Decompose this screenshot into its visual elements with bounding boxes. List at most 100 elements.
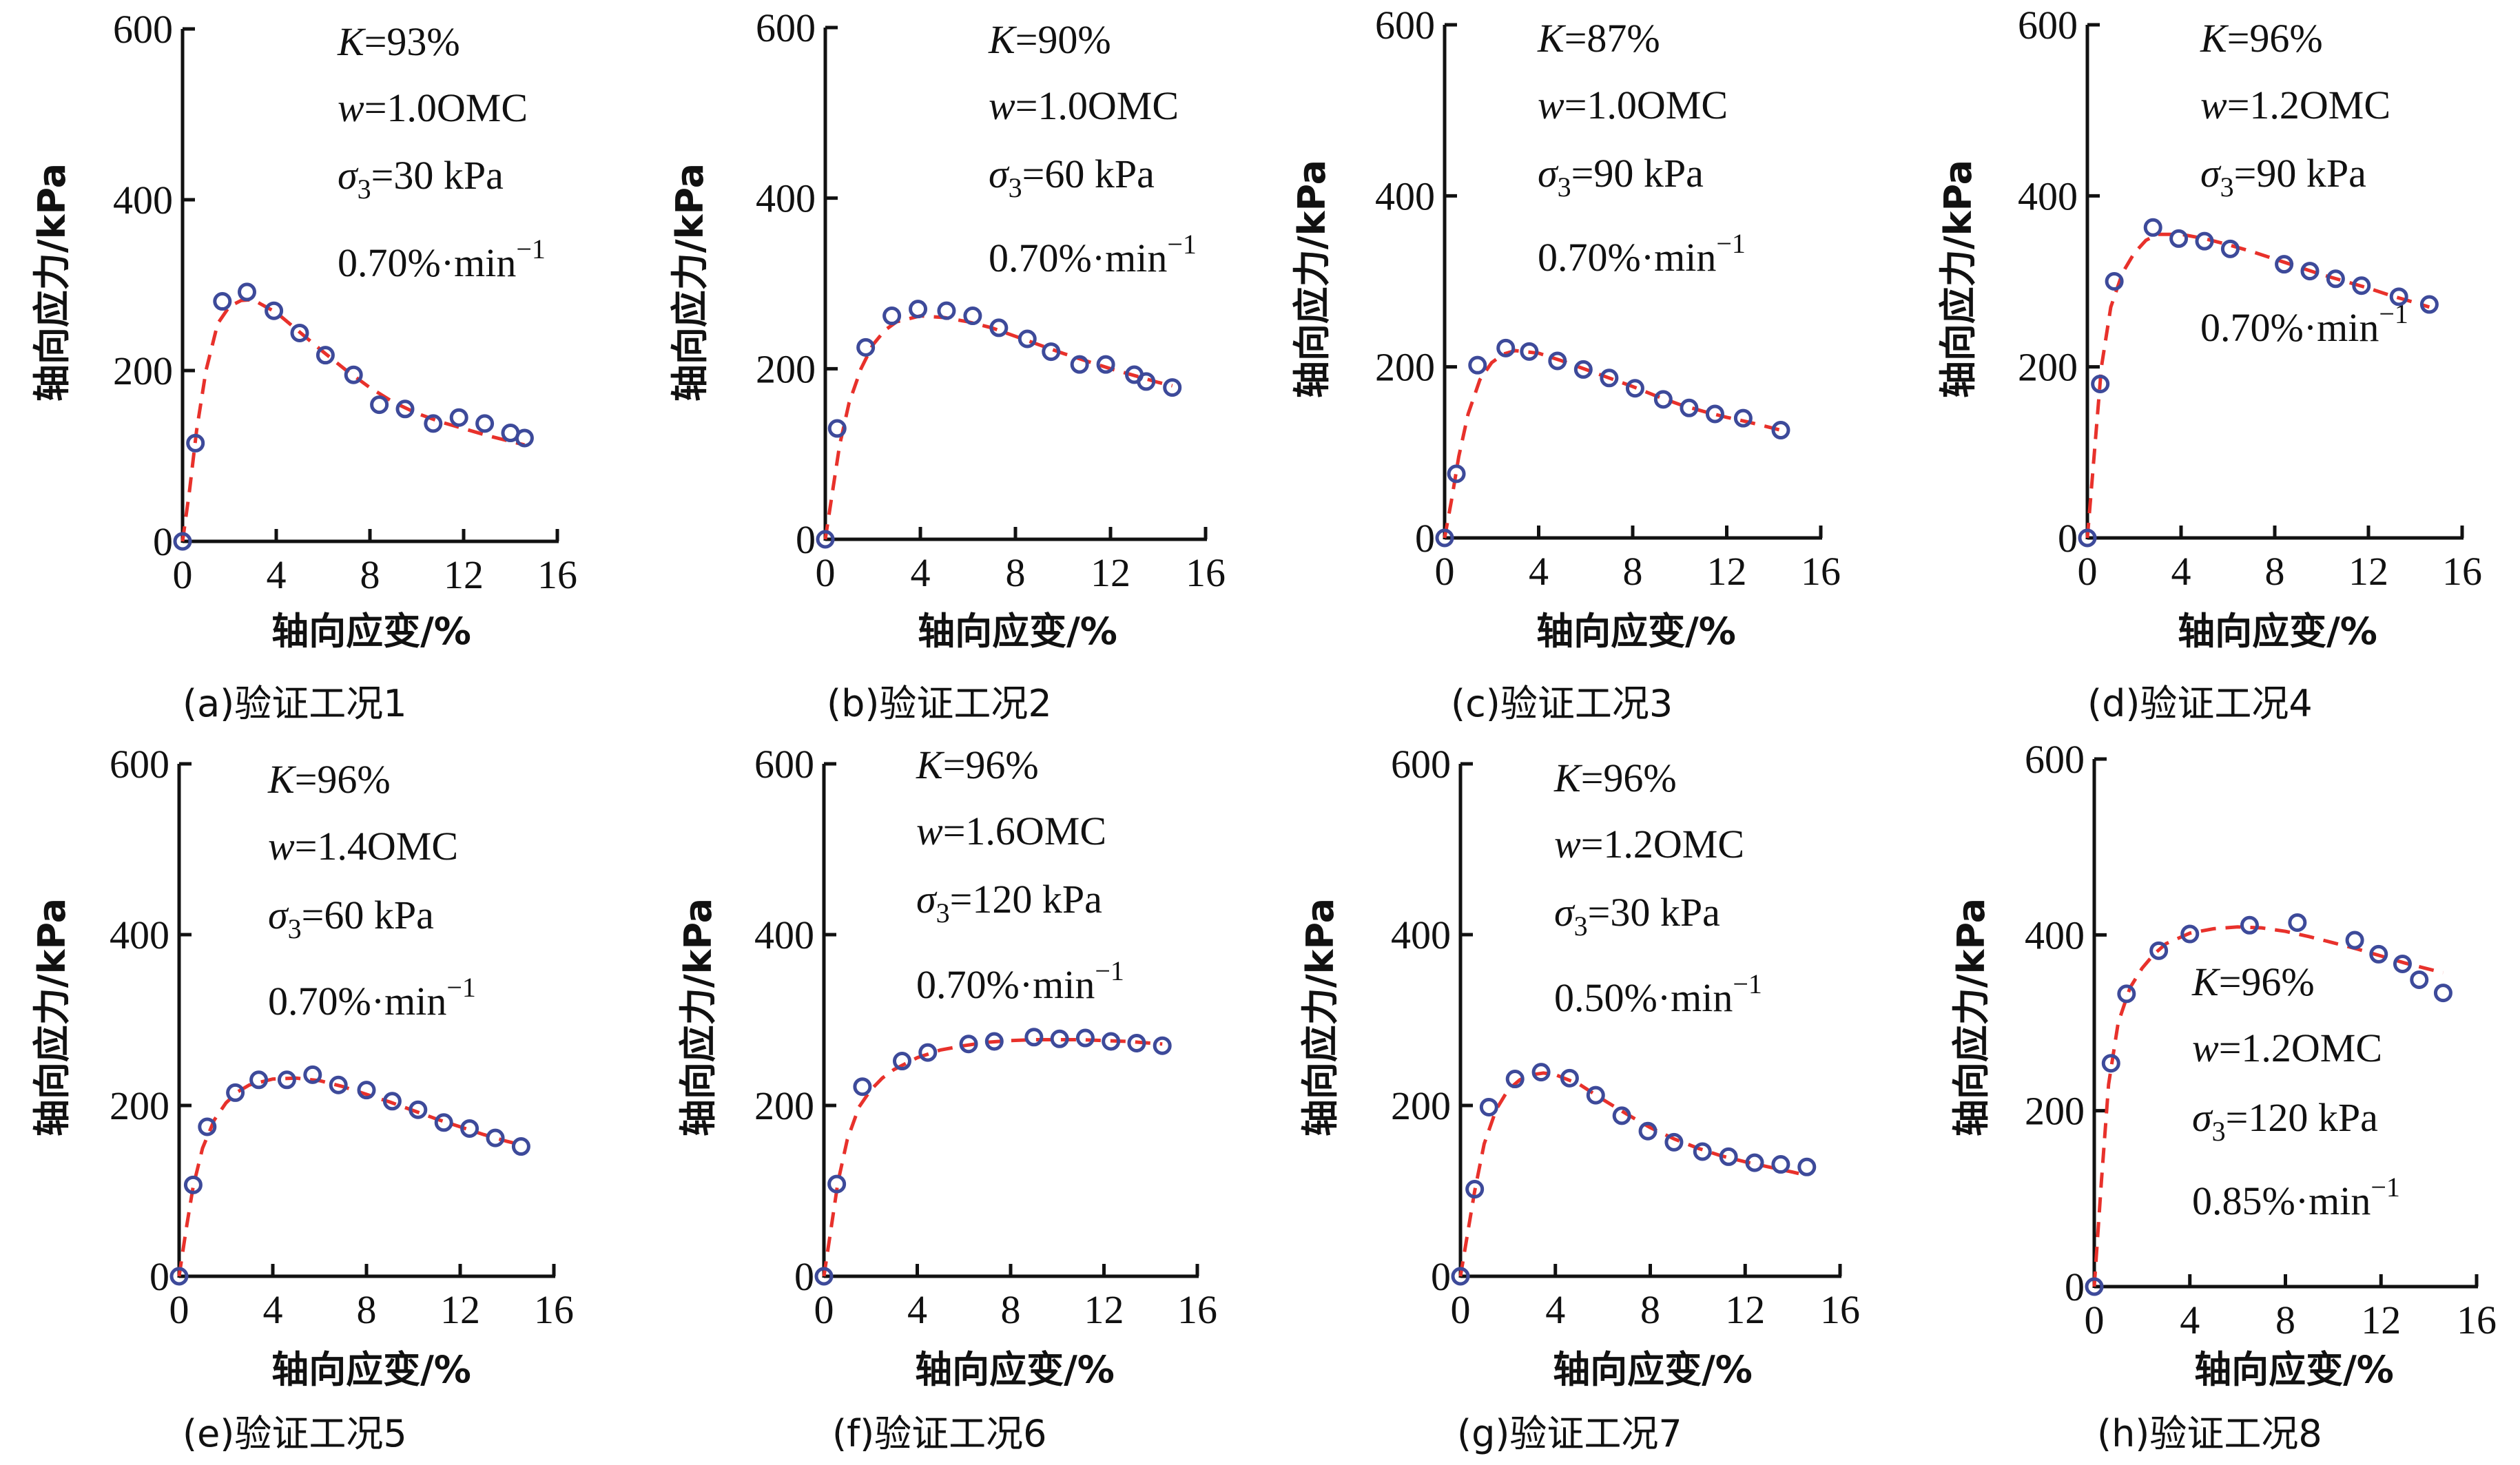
moisture-label: w=1.0OMC bbox=[338, 85, 528, 130]
measured-point bbox=[1719, 1147, 1738, 1166]
measured-point bbox=[169, 1267, 189, 1286]
y-axis-title: 轴向应力/kPa bbox=[1290, 160, 1334, 398]
compaction-label: K=96% bbox=[267, 757, 391, 802]
measured-point bbox=[1127, 1033, 1146, 1052]
sigma-symbol: σ bbox=[2192, 1095, 2213, 1140]
x-axis-title: 轴向应变/% bbox=[1553, 1348, 1753, 1391]
fitted-curve bbox=[2085, 232, 2430, 539]
measured-point bbox=[2410, 970, 2429, 989]
confining-pressure-value: =120 kPa bbox=[950, 877, 1102, 922]
strain-rate-value: 0.70%·min bbox=[2200, 305, 2379, 350]
moisture-value: =1.2OMC bbox=[2219, 1026, 2382, 1070]
y-axis-title: 轴向应力/kPa bbox=[30, 898, 74, 1136]
x-tick-label: 12 bbox=[1725, 1287, 1765, 1332]
x-tick-label: 16 bbox=[2442, 549, 2482, 594]
measured-point bbox=[2101, 1054, 2120, 1073]
moisture-value: =1.0OMC bbox=[1015, 83, 1179, 128]
compaction-label: K=96% bbox=[2200, 16, 2323, 61]
x-tick-label: 4 bbox=[267, 552, 287, 597]
measured-point bbox=[1042, 342, 1061, 362]
y-axis-title: 轴向应力/kPa bbox=[668, 163, 712, 402]
panel-a: 0 200 400 600 0 4 8 12 16 轴向应变/% 轴向应力/kPa (a)验证工况1 K… bbox=[30, 7, 577, 725]
compaction-value: =96% bbox=[2227, 16, 2323, 61]
measured-point bbox=[2389, 287, 2408, 306]
x-tick-label: 12 bbox=[2348, 549, 2388, 594]
x-tick-label: 16 bbox=[1801, 549, 1841, 594]
measured-point bbox=[1102, 1032, 1121, 1051]
measured-point bbox=[2352, 276, 2371, 295]
measured-point bbox=[515, 428, 534, 448]
measured-point bbox=[937, 301, 956, 320]
measured-point bbox=[2300, 262, 2320, 281]
compaction-value: =87% bbox=[1564, 16, 1660, 61]
y-tick-label: 0 bbox=[2058, 516, 2078, 561]
x-tick-label: 8 bbox=[2275, 1298, 2295, 1342]
measured-point bbox=[2085, 1277, 2104, 1296]
y-tick-label: 200 bbox=[2025, 1089, 2085, 1134]
measured-point bbox=[814, 1267, 834, 1286]
moisture-value: =1.6OMC bbox=[943, 809, 1106, 853]
y-tick-label: 0 bbox=[794, 1254, 814, 1299]
y-tick-label: 0 bbox=[149, 1254, 169, 1299]
fitted-curve bbox=[1443, 349, 1781, 539]
x-tick-label: 4 bbox=[907, 1287, 927, 1332]
x-tick-label: 16 bbox=[1820, 1287, 1860, 1332]
measured-point bbox=[827, 419, 847, 438]
x-axis-title: 轴向应变/% bbox=[271, 610, 471, 653]
x-tick-label: 16 bbox=[1177, 1287, 1217, 1332]
compaction-value: =93% bbox=[364, 19, 460, 64]
panel-caption: (h)验证工况8 bbox=[2097, 1412, 2322, 1455]
x-tick-label: 0 bbox=[1451, 1287, 1471, 1332]
x-axis-title: 轴向应变/% bbox=[915, 1348, 1115, 1391]
sigma-symbol: σ bbox=[989, 152, 1010, 196]
fitted-curve bbox=[177, 1076, 521, 1277]
measured-point bbox=[475, 414, 495, 433]
measured-point bbox=[1468, 355, 1487, 375]
measured-point bbox=[213, 292, 232, 311]
measured-point bbox=[249, 1070, 269, 1090]
y-tick-label: 400 bbox=[2025, 913, 2085, 957]
measured-point bbox=[1797, 1157, 1817, 1176]
strain-rate-exponent: −1 bbox=[2371, 1172, 2400, 1203]
confining-pressure-value: =90 kPa bbox=[2234, 151, 2366, 196]
fitted-curve bbox=[2092, 925, 2444, 1287]
measured-point bbox=[1560, 1068, 1579, 1088]
x-tick-label: 4 bbox=[2171, 549, 2191, 594]
moisture-label: w=1.4OMC bbox=[268, 824, 458, 869]
sigma-subscript: 3 bbox=[358, 174, 371, 205]
moisture-label: w=1.0OMC bbox=[989, 83, 1179, 128]
y-tick-label: 200 bbox=[2018, 345, 2078, 390]
panel-g: 0 200 400 600 0 4 8 12 16 轴向应变/% 轴向应力/kPa (g)验证工况7 K… bbox=[1299, 742, 1860, 1455]
panel-caption: (c)验证工况3 bbox=[1451, 682, 1673, 725]
measured-point bbox=[1496, 338, 1516, 357]
x-tick-label: 12 bbox=[1091, 550, 1130, 595]
x-tick-label: 0 bbox=[816, 550, 836, 595]
measured-point bbox=[2195, 231, 2214, 251]
measured-point bbox=[1733, 408, 1753, 428]
x-tick-label: 0 bbox=[1435, 549, 1455, 594]
compaction-value: =96% bbox=[295, 757, 391, 802]
x-tick-label: 12 bbox=[2361, 1298, 2401, 1342]
measured-point bbox=[1573, 360, 1593, 379]
x-tick-label: 4 bbox=[1545, 1287, 1565, 1332]
measured-point bbox=[1465, 1180, 1485, 1199]
sigma-subscript: 3 bbox=[2212, 1116, 2226, 1147]
x-tick-label: 0 bbox=[2085, 1298, 2105, 1342]
x-tick-label: 12 bbox=[1084, 1287, 1124, 1332]
x-tick-label: 8 bbox=[1623, 549, 1643, 594]
y-tick-label: 400 bbox=[110, 913, 169, 957]
measured-point bbox=[226, 1083, 245, 1102]
confining-pressure-value: =30 kPa bbox=[371, 153, 504, 198]
x-tick-label: 12 bbox=[440, 1287, 480, 1332]
sigma-symbol: σ bbox=[1538, 151, 1559, 196]
measured-point bbox=[486, 1128, 505, 1147]
strain-rate-label: 0.50%·min−1 bbox=[1554, 968, 1762, 1020]
measured-point bbox=[1548, 351, 1567, 371]
measured-point bbox=[959, 1035, 978, 1054]
y-axis-title: 轴向应力/kPa bbox=[1937, 160, 1980, 398]
measured-point bbox=[198, 1117, 217, 1136]
measured-point bbox=[1447, 464, 1466, 484]
measured-point bbox=[1680, 398, 1699, 417]
y-tick-label: 400 bbox=[754, 913, 814, 957]
measured-point bbox=[1153, 1036, 1172, 1055]
